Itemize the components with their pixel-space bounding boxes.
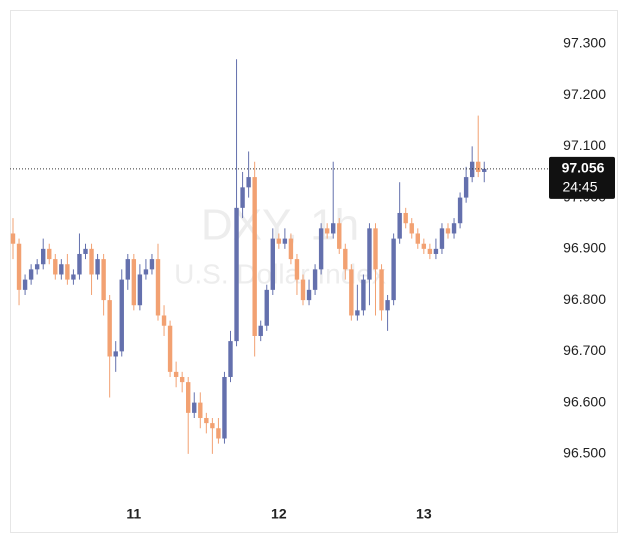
candle-body: [270, 238, 275, 290]
candle-body: [34, 264, 40, 270]
candle-body: [137, 274, 143, 306]
candle-body: [385, 300, 390, 311]
candle-body: [451, 223, 457, 234]
y-tick-label: 97.300: [563, 35, 606, 51]
candle-body: [457, 197, 463, 224]
x-tick-label: 13: [416, 506, 432, 522]
candle-body: [22, 279, 28, 290]
candle-body: [222, 376, 227, 439]
candle-body: [324, 228, 330, 234]
y-tick-label: 96.700: [563, 342, 606, 358]
candle-body: [16, 243, 22, 290]
candle-body: [149, 259, 155, 270]
last-price-label: 97.056: [562, 160, 605, 176]
candle-body: [83, 248, 88, 254]
y-tick-label: 96.800: [563, 291, 606, 307]
candle-body: [10, 233, 16, 244]
candle-body: [186, 382, 191, 413]
candle-body: [89, 248, 94, 275]
candle-body: [65, 264, 70, 280]
candle-body: [403, 212, 408, 224]
candle-body: [288, 238, 294, 260]
candle-body: [349, 269, 354, 316]
candle-body: [282, 238, 288, 244]
candle-body: [179, 376, 185, 383]
candle-body: [101, 259, 106, 301]
y-tick-label: 96.600: [563, 393, 606, 409]
candle-body: [482, 168, 487, 172]
candle-body: [337, 223, 342, 249]
y-tick-label: 97.200: [563, 86, 606, 102]
candle-body: [391, 238, 396, 301]
candle-body: [113, 351, 118, 357]
candle-body: [59, 264, 64, 275]
candle-body: [216, 428, 221, 439]
y-tick-label: 97.100: [563, 137, 606, 153]
candle-body: [28, 269, 34, 280]
candle-body: [143, 269, 149, 275]
candle-body: [476, 161, 481, 172]
candle-body: [409, 223, 414, 234]
candle-body: [173, 371, 179, 377]
price-label-box: [549, 156, 615, 199]
candle-body: [397, 212, 402, 239]
x-tick-label: 12: [271, 506, 287, 522]
candle-body: [415, 233, 420, 244]
candle-body: [204, 417, 209, 424]
candle-body: [252, 177, 257, 336]
candle-body: [469, 161, 475, 178]
candle-body: [427, 248, 433, 254]
candle-body: [131, 259, 137, 306]
candle-body: [107, 300, 112, 357]
candle-body: [379, 269, 384, 311]
candle-body: [463, 177, 469, 198]
y-tick-label: 96.900: [563, 240, 606, 256]
candle-body: [210, 423, 215, 429]
candle-body: [41, 248, 46, 265]
candle-body: [167, 325, 173, 372]
candle-body: [53, 259, 58, 275]
candle-body: [155, 259, 161, 316]
candle-body: [433, 248, 439, 254]
candle-body: [161, 315, 167, 326]
countdown-label: 24:45: [562, 179, 597, 195]
y-tick-label: 96.500: [563, 445, 606, 461]
candle-body: [445, 228, 451, 234]
candle-body: [276, 238, 282, 244]
candle-body: [355, 310, 360, 316]
candle-body: [228, 341, 233, 377]
candle-body: [240, 187, 245, 208]
candle-body: [258, 325, 263, 336]
candle-body: [306, 289, 312, 301]
candle-body: [95, 259, 100, 275]
x-tick-label: 11: [126, 506, 141, 522]
candle-body: [421, 243, 427, 249]
candle-body: [361, 279, 366, 311]
candle-body: [71, 274, 76, 280]
candle-body: [234, 207, 239, 342]
watermark-subtitle: U.S. Dollar Index: [174, 258, 386, 289]
candle-body: [192, 402, 197, 413]
candle-body: [264, 289, 269, 326]
candle-body: [373, 228, 378, 270]
candle-body: [318, 228, 324, 270]
candle-body: [367, 228, 372, 280]
candle-body: [198, 402, 203, 418]
candle-body: [119, 279, 124, 352]
candle-body: [312, 269, 318, 290]
candle-body: [343, 248, 348, 270]
candle-body: [125, 259, 130, 280]
candle-body: [47, 248, 52, 260]
candle-body: [439, 228, 445, 249]
candle-body: [246, 177, 251, 188]
candle-body: [77, 253, 82, 275]
candle-body: [300, 279, 306, 301]
candle-body: [294, 259, 300, 280]
candle-body: [331, 223, 336, 234]
